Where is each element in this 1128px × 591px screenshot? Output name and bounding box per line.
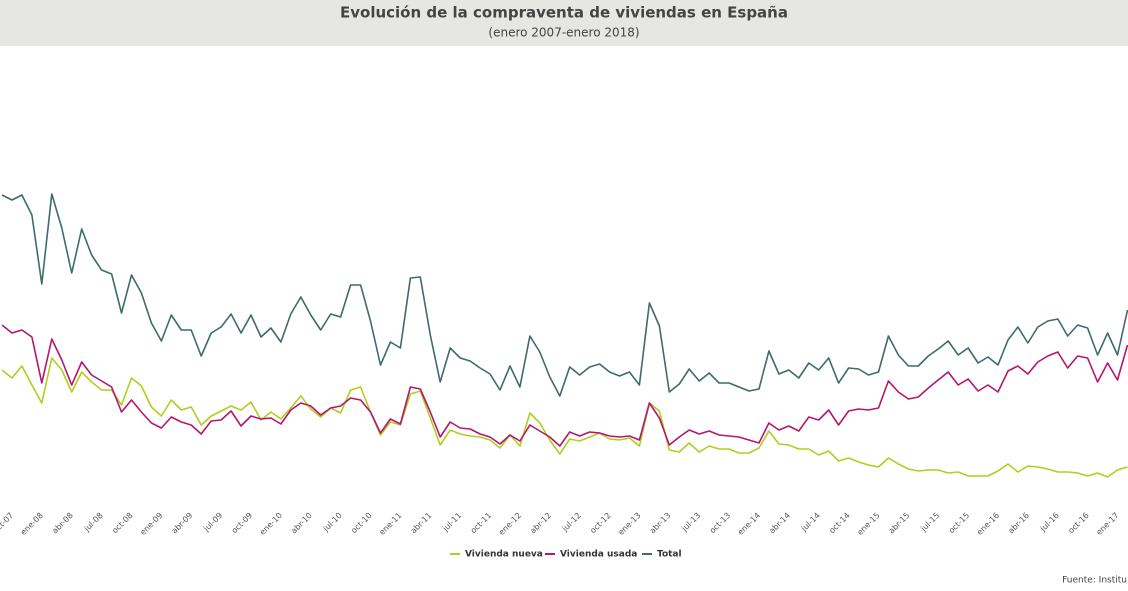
x-tick-label: ene-08: [19, 511, 45, 537]
x-tick-label: jul-12: [560, 511, 583, 534]
legend-label: Vivienda nueva: [465, 550, 543, 560]
x-tick-label: oct-10: [349, 511, 373, 535]
x-tick-label: abr-10: [289, 511, 314, 536]
x-tick-label: abr-11: [409, 511, 434, 536]
x-tick-label: abr-16: [1006, 511, 1031, 536]
legend-label: Vivienda usada: [560, 550, 637, 560]
chart-title: Evolución de la compraventa de viviendas…: [340, 4, 788, 22]
x-tick-label: jul-14: [799, 511, 822, 534]
x-tick-label: ene-16: [975, 511, 1001, 537]
x-tick-label: abr-09: [170, 511, 195, 536]
x-tick-label: oct-09: [230, 511, 254, 535]
series-line: [1, 357, 1128, 478]
legend-label: Total: [657, 550, 682, 560]
x-tick-label: abr-15: [887, 511, 912, 536]
series-line: [1, 193, 1128, 397]
x-tick-label: abr-13: [648, 511, 673, 536]
x-tick-label: oct-16: [1066, 511, 1090, 535]
x-tick-label: ene-15: [856, 511, 882, 537]
x-tick-label: ene-14: [736, 511, 762, 537]
x-tick-label: ene-09: [138, 511, 164, 537]
x-tick-label: jul-13: [679, 511, 702, 534]
x-tick-label: oct-14: [827, 511, 851, 535]
x-tick-label: oct-11: [469, 511, 493, 535]
x-tick-label: oct-13: [708, 511, 732, 535]
series-line: [1, 324, 1128, 447]
x-tick-label: jul-15: [918, 511, 941, 534]
x-tick-label: abr-12: [528, 511, 553, 536]
x-tick-label: ene-10: [258, 511, 284, 537]
header-band: [0, 0, 1128, 46]
x-tick-label: oct-15: [947, 511, 971, 535]
x-tick-label: jul-16: [1038, 511, 1061, 534]
x-tick-label: oct-12: [588, 511, 612, 535]
x-tick-label: abr-08: [50, 511, 75, 536]
x-tick-label: ene-12: [497, 511, 523, 537]
x-tick-label: oct-08: [110, 511, 134, 535]
source: Fuente: Institu: [1062, 576, 1127, 586]
x-tick-label: ene-17: [1095, 511, 1121, 537]
x-tick-label: jul-11: [440, 511, 463, 534]
x-tick-label: jul-08: [82, 511, 105, 534]
x-tick-label: ene-13: [616, 511, 642, 537]
x-tick-label: ene-11: [377, 511, 403, 537]
chart-subtitle: (enero 2007-enero 2018): [488, 26, 639, 40]
x-tick-label: jul-09: [201, 511, 224, 534]
x-tick-label: abr-14: [767, 511, 792, 536]
x-tick-label: jul-10: [321, 511, 344, 534]
x-tick-label: oct-07: [0, 511, 15, 535]
